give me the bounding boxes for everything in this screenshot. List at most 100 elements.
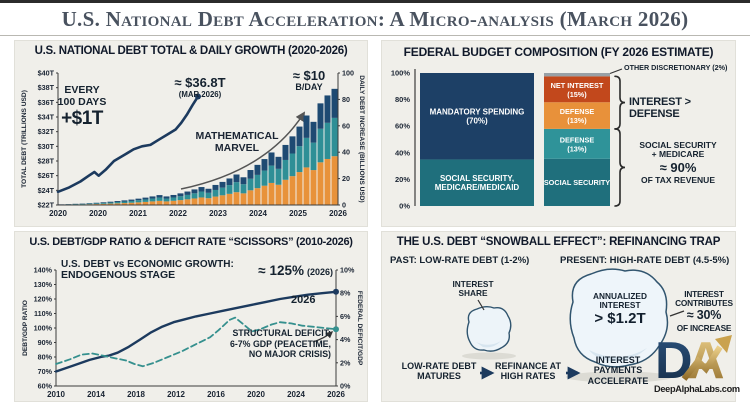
annotation-structural-deficit: STRUCTURAL DEFICIT: 6-7% GDP (PEACETIME,… bbox=[229, 328, 331, 360]
present-label: PRESENT: HIGH-RATE DEBT (4.5-5%) bbox=[560, 255, 730, 266]
svg-text:120%: 120% bbox=[34, 295, 53, 304]
big-snowball-shadow bbox=[566, 371, 672, 383]
svg-text:60%: 60% bbox=[395, 122, 410, 131]
annotation-2026: 2026 bbox=[291, 294, 316, 306]
annotation-10b-day: ≈ $10 B/DAY bbox=[292, 68, 326, 93]
svg-text:DAILY DEBT INCREASE (BILLIONS: DAILY DEBT INCREASE (BILLIONS USD) bbox=[358, 75, 365, 203]
svg-text:8%: 8% bbox=[340, 289, 351, 298]
svg-text:140%: 140% bbox=[34, 266, 53, 275]
svg-text:20: 20 bbox=[342, 174, 350, 183]
svg-text:40: 40 bbox=[342, 148, 350, 157]
svg-text:2016: 2016 bbox=[207, 390, 225, 399]
scissors-chart: 60% 70% 80% 90% 100% 110% 120% 130% 140% 0% 2% 4% 6%… bbox=[22, 266, 363, 400]
svg-text:100: 100 bbox=[342, 69, 354, 78]
svg-text:70%: 70% bbox=[38, 367, 53, 376]
other-discretionary-callout-line bbox=[609, 68, 623, 75]
budget-chart: 0% 20% 40% 60% 80% 100% SOCIAL SECURITY,MEDICA… bbox=[391, 68, 626, 211]
axes: $22T $24T $26T $28T $30T $32T $34T $36T $38T $40T… bbox=[38, 69, 354, 219]
svg-text:NET INTEREST: NET INTEREST bbox=[551, 81, 604, 90]
svg-text:2021: 2021 bbox=[129, 209, 147, 218]
brace-social-security bbox=[614, 128, 626, 207]
svg-text:(70%): (70%) bbox=[466, 117, 488, 126]
svg-text:SOCIAL SECURITY: SOCIAL SECURITY bbox=[544, 178, 610, 187]
svg-text:4%: 4% bbox=[340, 335, 351, 344]
svg-text:$22T: $22T bbox=[38, 201, 55, 210]
svg-text:90%: 90% bbox=[38, 338, 53, 347]
svg-text:$32T: $32T bbox=[38, 127, 55, 136]
series-total-debt bbox=[56, 95, 200, 194]
logo-arrowhead bbox=[715, 335, 732, 353]
past-label: PAST: LOW-RATE DEBT (1-2%) bbox=[390, 255, 530, 266]
svg-text:0%: 0% bbox=[340, 382, 351, 391]
svg-text:20%: 20% bbox=[395, 175, 410, 184]
svg-text:FEDERAL DEFICIT/GDP: FEDERAL DEFICIT/GDP bbox=[356, 291, 363, 366]
budget-bar-spending-overview: SOCIAL SECURITY,MEDICARE/MEDICAID MANDATO… bbox=[420, 73, 534, 206]
svg-text:DEFENSE: DEFENSE bbox=[560, 135, 595, 144]
svg-text:2010: 2010 bbox=[47, 390, 65, 399]
svg-text:(13%): (13%) bbox=[567, 116, 587, 125]
deepalphalabs-logo: D A DeepAlphaLabs.com bbox=[654, 331, 740, 401]
svg-text:80%: 80% bbox=[395, 95, 410, 104]
contrib-callout-line bbox=[669, 310, 685, 317]
panel-budget-title: FEDERAL BUDGET COMPOSITION (FY 2026 ESTI… bbox=[403, 45, 714, 59]
svg-text:2014: 2014 bbox=[87, 390, 105, 399]
svg-text:6%: 6% bbox=[340, 312, 351, 321]
svg-text:60%: 60% bbox=[38, 382, 53, 391]
top-rule bbox=[0, 0, 750, 3]
svg-text:DEBT/GDP RATIO: DEBT/GDP RATIO bbox=[22, 300, 29, 356]
big-snowball bbox=[569, 268, 669, 368]
svg-text:0%: 0% bbox=[399, 202, 410, 211]
svg-text:$38T: $38T bbox=[38, 83, 55, 92]
svg-text:2020: 2020 bbox=[49, 209, 67, 218]
svg-text:40%: 40% bbox=[395, 148, 410, 157]
small-snowball-shadow bbox=[462, 352, 516, 360]
annotation-mathematical-marvel: MATHEMATICAL MARVEL bbox=[195, 130, 279, 154]
small-snowball bbox=[466, 306, 512, 352]
flow-step-refinance: REFINANCE AT HIGH RATES bbox=[495, 361, 561, 382]
annotation-endogenous-stage: U.S. DEBT vs ECONOMIC GROWTH: ENDOGENOUS… bbox=[61, 259, 234, 281]
interest-share-pointer bbox=[477, 299, 485, 311]
panel-snowball: THE U.S. DEBT “SNOWBALL EFFECT”: REFINAN… bbox=[381, 231, 740, 402]
svg-text:TOTAL DEBT (TRILLIONS USD): TOTAL DEBT (TRILLIONS USD) bbox=[21, 90, 28, 188]
svg-text:$40T: $40T bbox=[38, 69, 55, 78]
structural-deficit-arrow bbox=[312, 331, 334, 343]
snowball-diagram bbox=[462, 268, 685, 383]
svg-text:2012: 2012 bbox=[167, 390, 185, 399]
svg-text:2026: 2026 bbox=[329, 209, 347, 218]
svg-text:MANDATORY SPENDING: MANDATORY SPENDING bbox=[430, 108, 525, 117]
annotation-total-debt: ≈ $36.8T (MAR 2026) bbox=[174, 75, 226, 100]
svg-text:2022: 2022 bbox=[169, 209, 187, 218]
svg-text:$24T: $24T bbox=[38, 186, 55, 195]
svg-text:2024: 2024 bbox=[287, 390, 305, 399]
annotation-other-discretionary: OTHER DISCRETIONARY (2%) bbox=[624, 63, 728, 72]
svg-text:$36T: $36T bbox=[38, 98, 55, 107]
panel-snowball-title: THE U.S. DEBT “SNOWBALL EFFECT”: REFINAN… bbox=[396, 236, 721, 248]
svg-text:2023: 2023 bbox=[209, 209, 227, 218]
svg-text:2%: 2% bbox=[340, 358, 351, 367]
svg-text:130%: 130% bbox=[34, 280, 53, 289]
svg-text:0: 0 bbox=[342, 201, 346, 210]
svg-text:(15%): (15%) bbox=[567, 90, 587, 99]
svg-text:$30T: $30T bbox=[38, 142, 55, 151]
svg-text:2020: 2020 bbox=[89, 209, 107, 218]
axes: 60% 70% 80% 90% 100% 110% 120% 130% 140% 0% 2% 4% 6%… bbox=[34, 266, 355, 400]
svg-text:2025: 2025 bbox=[289, 209, 307, 218]
svg-text:MEDICARE/MEDICAID: MEDICARE/MEDICAID bbox=[435, 183, 520, 192]
svg-text:80: 80 bbox=[342, 95, 350, 104]
series-federal-deficit-gdp bbox=[55, 316, 337, 368]
logo-site-text: DeepAlphaLabs.com bbox=[654, 384, 740, 394]
annualized-interest-label: ANNUALIZED INTEREST > $1.2T bbox=[593, 291, 647, 328]
svg-text:2024: 2024 bbox=[249, 209, 267, 218]
svg-text:10%: 10% bbox=[340, 266, 355, 275]
page-title: U.S. National Debt Acceleration: A Micro… bbox=[61, 6, 689, 31]
svg-text:(13%): (13%) bbox=[567, 144, 587, 153]
annotation-social-security-medicare: SOCIAL SECURITY + MEDICARE ≈ 90% OF TAX … bbox=[639, 140, 717, 185]
svg-text:110%: 110% bbox=[34, 309, 53, 318]
panel-debt-growth-title: U.S. NATIONAL DEBT TOTAL & DAILY GROWTH … bbox=[34, 45, 348, 57]
panel-scissors-title: U.S. DEBT/GDP RATIO & DEFICIT RATE “SCIS… bbox=[29, 236, 353, 248]
interest-contributes-label: INTEREST CONTRIBUTES ≈ 30% OF INCREASE bbox=[675, 289, 733, 333]
stacked-bars bbox=[58, 88, 338, 205]
svg-text:$28T: $28T bbox=[38, 157, 55, 166]
header: U.S. National Debt Acceleration: A Micro… bbox=[0, 3, 750, 36]
logo-mark: D A bbox=[655, 332, 732, 383]
